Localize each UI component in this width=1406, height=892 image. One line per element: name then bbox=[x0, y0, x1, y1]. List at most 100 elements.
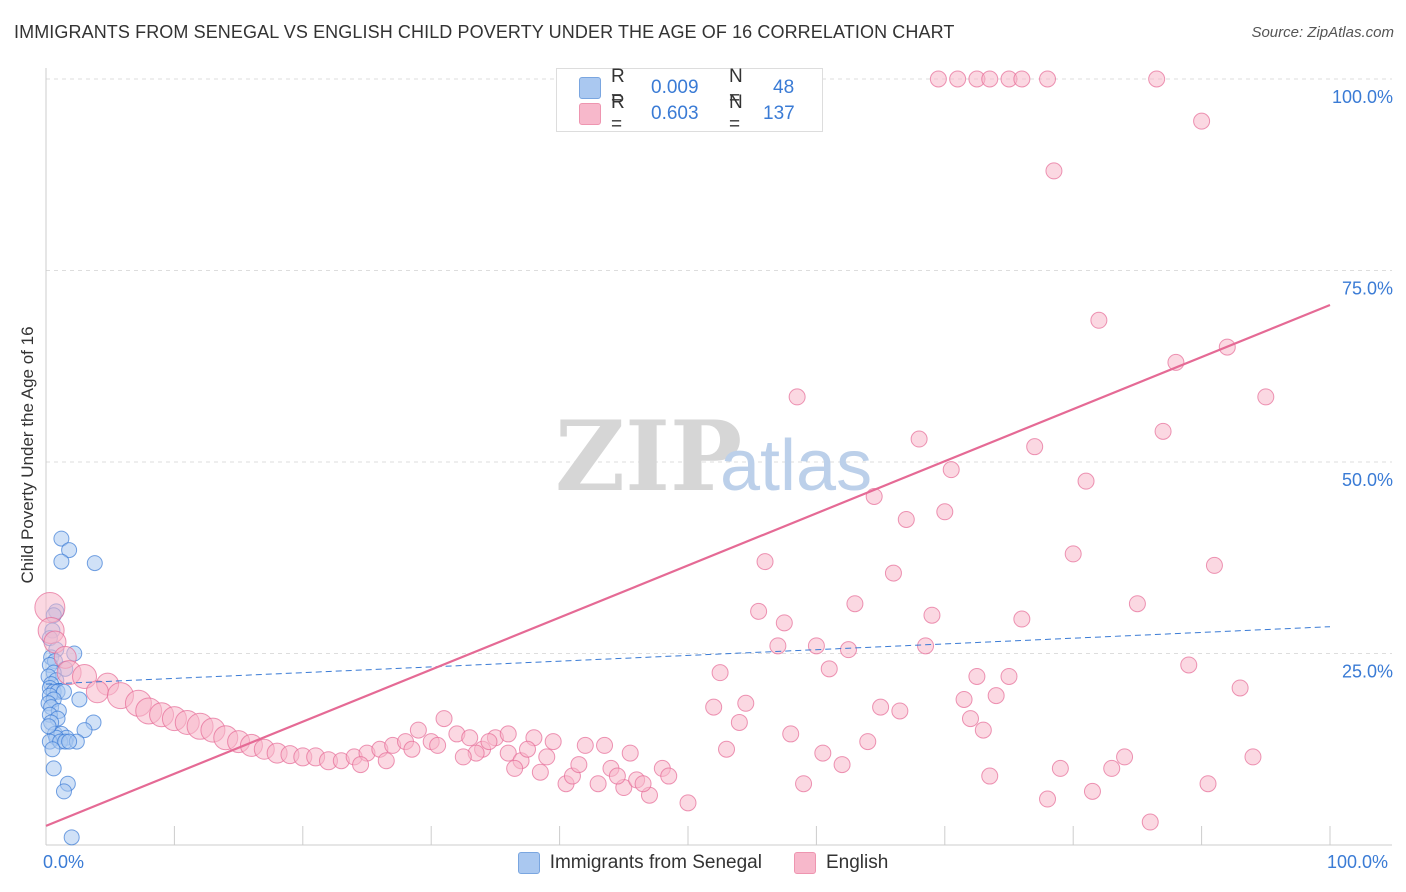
trend-lines bbox=[45, 303, 1331, 827]
english-point bbox=[705, 698, 723, 716]
english-point bbox=[923, 606, 941, 624]
stats-legend: R = 0.009 N = 48 R = 0.603 N = 137 bbox=[556, 66, 823, 135]
senegal-point bbox=[71, 691, 88, 708]
english-point bbox=[544, 733, 562, 751]
english-point bbox=[884, 564, 902, 582]
english-point bbox=[718, 740, 736, 758]
english-trend-line bbox=[45, 303, 1331, 827]
english-point bbox=[1045, 162, 1063, 180]
english-point bbox=[660, 767, 678, 785]
english-point bbox=[807, 637, 825, 655]
english-point bbox=[538, 748, 556, 766]
x-tick-label-max: 100.0% bbox=[1327, 852, 1389, 872]
senegal-point bbox=[53, 553, 70, 570]
legend-r-label: R = bbox=[611, 66, 625, 109]
english-point bbox=[1013, 70, 1031, 88]
english-point bbox=[1090, 311, 1108, 329]
english-point bbox=[435, 710, 453, 728]
english-point bbox=[769, 637, 787, 655]
english-point bbox=[840, 641, 857, 659]
senegal-point bbox=[76, 722, 93, 739]
english-point bbox=[499, 744, 517, 762]
legend-label-english: English bbox=[825, 852, 889, 873]
x-tick-label-min: 0.0% bbox=[43, 852, 85, 872]
y-tick-labels: 25.0% 50.0% 75.0% 100.0% bbox=[1332, 87, 1393, 682]
english-point bbox=[403, 740, 421, 758]
english-point bbox=[1154, 422, 1172, 440]
english-point bbox=[1148, 70, 1166, 88]
series-legend: Immigrants from Senegal English bbox=[0, 852, 1406, 874]
legend-item-senegal: Immigrants from Senegal bbox=[517, 852, 762, 874]
legend-row-senegal: R = 0.009 N = 48 bbox=[579, 66, 795, 109]
english-point bbox=[1051, 759, 1069, 777]
english-point bbox=[1244, 748, 1262, 766]
senegal-point bbox=[53, 530, 70, 547]
english-point bbox=[814, 744, 832, 762]
english-point bbox=[782, 725, 800, 743]
english-point bbox=[634, 775, 652, 793]
english-point bbox=[1199, 775, 1217, 793]
english-point bbox=[750, 602, 768, 620]
english-point bbox=[820, 660, 838, 678]
english-point bbox=[910, 430, 928, 448]
y-tick-label: 25.0% bbox=[1342, 662, 1393, 682]
english-point bbox=[897, 510, 915, 528]
english-point bbox=[377, 752, 395, 770]
english-point bbox=[1128, 595, 1146, 613]
english-point bbox=[711, 664, 729, 682]
english-point bbox=[679, 794, 697, 812]
data-points bbox=[34, 70, 1275, 846]
english-point bbox=[570, 756, 588, 774]
english-point bbox=[1205, 556, 1223, 574]
english-point bbox=[1231, 679, 1249, 697]
legend-r-value: 0.603 bbox=[651, 103, 699, 124]
english-point bbox=[775, 614, 793, 632]
y-tick-label: 75.0% bbox=[1342, 279, 1393, 299]
english-point bbox=[961, 710, 979, 728]
english-point bbox=[730, 713, 748, 731]
english-point bbox=[429, 736, 447, 754]
english-point bbox=[1103, 759, 1121, 777]
english-point bbox=[1257, 388, 1275, 406]
english-point bbox=[936, 503, 954, 521]
chart-title: IMMIGRANTS FROM SENEGAL VS ENGLISH CHILD… bbox=[14, 22, 955, 42]
english-point bbox=[1180, 656, 1198, 674]
english-point bbox=[1039, 790, 1057, 808]
legend-row-english: R = 0.603 N = 137 bbox=[579, 92, 795, 135]
senegal-point bbox=[45, 760, 62, 777]
source-label: Source: ZipAtlas.com bbox=[1251, 24, 1394, 41]
english-point bbox=[1116, 748, 1134, 766]
english-point bbox=[85, 680, 109, 704]
english-point bbox=[531, 763, 549, 781]
english-point bbox=[480, 733, 498, 751]
english-point bbox=[737, 694, 755, 712]
english-point bbox=[833, 756, 851, 774]
english-point bbox=[1026, 438, 1044, 456]
legend-n-label: N = bbox=[729, 92, 743, 135]
senegal-point bbox=[55, 783, 72, 800]
english-point bbox=[1064, 545, 1082, 563]
english-point bbox=[1000, 667, 1018, 685]
english-point bbox=[519, 740, 536, 758]
english-point bbox=[608, 767, 626, 785]
english-point bbox=[949, 70, 967, 88]
legend-label-senegal: Immigrants from Senegal bbox=[549, 852, 762, 873]
english-point bbox=[409, 721, 427, 739]
english-point bbox=[981, 767, 999, 785]
english-point bbox=[1077, 472, 1095, 490]
english-point bbox=[589, 775, 607, 793]
y-tick-label: 50.0% bbox=[1342, 470, 1393, 490]
english-point bbox=[795, 775, 813, 793]
english-point bbox=[1083, 782, 1101, 800]
english-point bbox=[872, 698, 890, 716]
grid-lines bbox=[46, 78, 1392, 654]
english-point bbox=[576, 736, 594, 754]
english-point bbox=[1039, 70, 1057, 88]
legend-n-value: 48 bbox=[773, 77, 795, 98]
english-point bbox=[929, 70, 947, 88]
english-point bbox=[461, 729, 479, 747]
english-point bbox=[454, 748, 472, 766]
english-point bbox=[917, 637, 935, 655]
legend-item-english: English bbox=[793, 852, 889, 874]
